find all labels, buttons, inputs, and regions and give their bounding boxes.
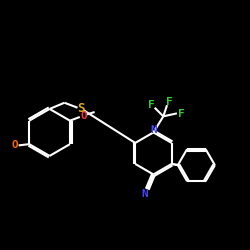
Text: N: N [142, 189, 148, 199]
Text: S: S [77, 102, 84, 116]
Text: O: O [80, 111, 87, 121]
Text: F: F [166, 96, 173, 106]
Text: O: O [11, 140, 18, 150]
Text: F: F [148, 100, 154, 110]
Text: N: N [150, 126, 157, 136]
Text: F: F [178, 109, 185, 119]
